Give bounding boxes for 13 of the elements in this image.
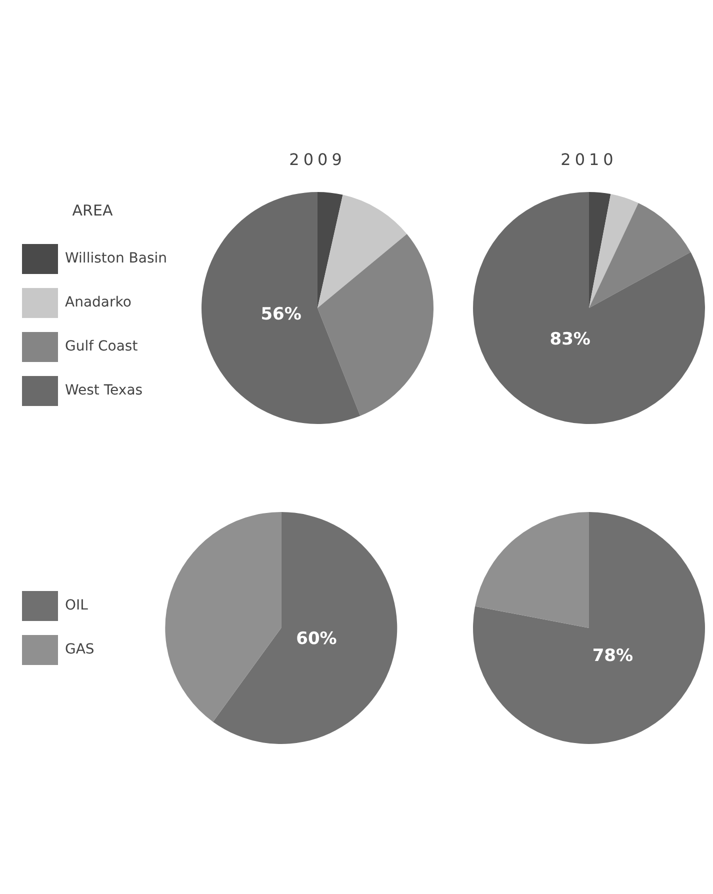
data-label: 83% xyxy=(550,329,590,350)
legend-label: OIL xyxy=(65,598,88,614)
legend-label: West Texas xyxy=(65,382,143,399)
legend-label: Williston Basin xyxy=(65,250,168,267)
legend-label: GAS xyxy=(65,642,94,658)
legend-label: Anadarko xyxy=(65,294,132,311)
legend-label: Gulf Coast xyxy=(65,338,138,355)
data-label: 60% xyxy=(296,628,337,649)
data-label: 78% xyxy=(592,646,634,666)
legend-title: AREA xyxy=(72,201,114,220)
data-label: 56% xyxy=(260,304,302,324)
chart-title: 2009 xyxy=(288,150,347,169)
chart-title: 2010 xyxy=(560,150,618,169)
